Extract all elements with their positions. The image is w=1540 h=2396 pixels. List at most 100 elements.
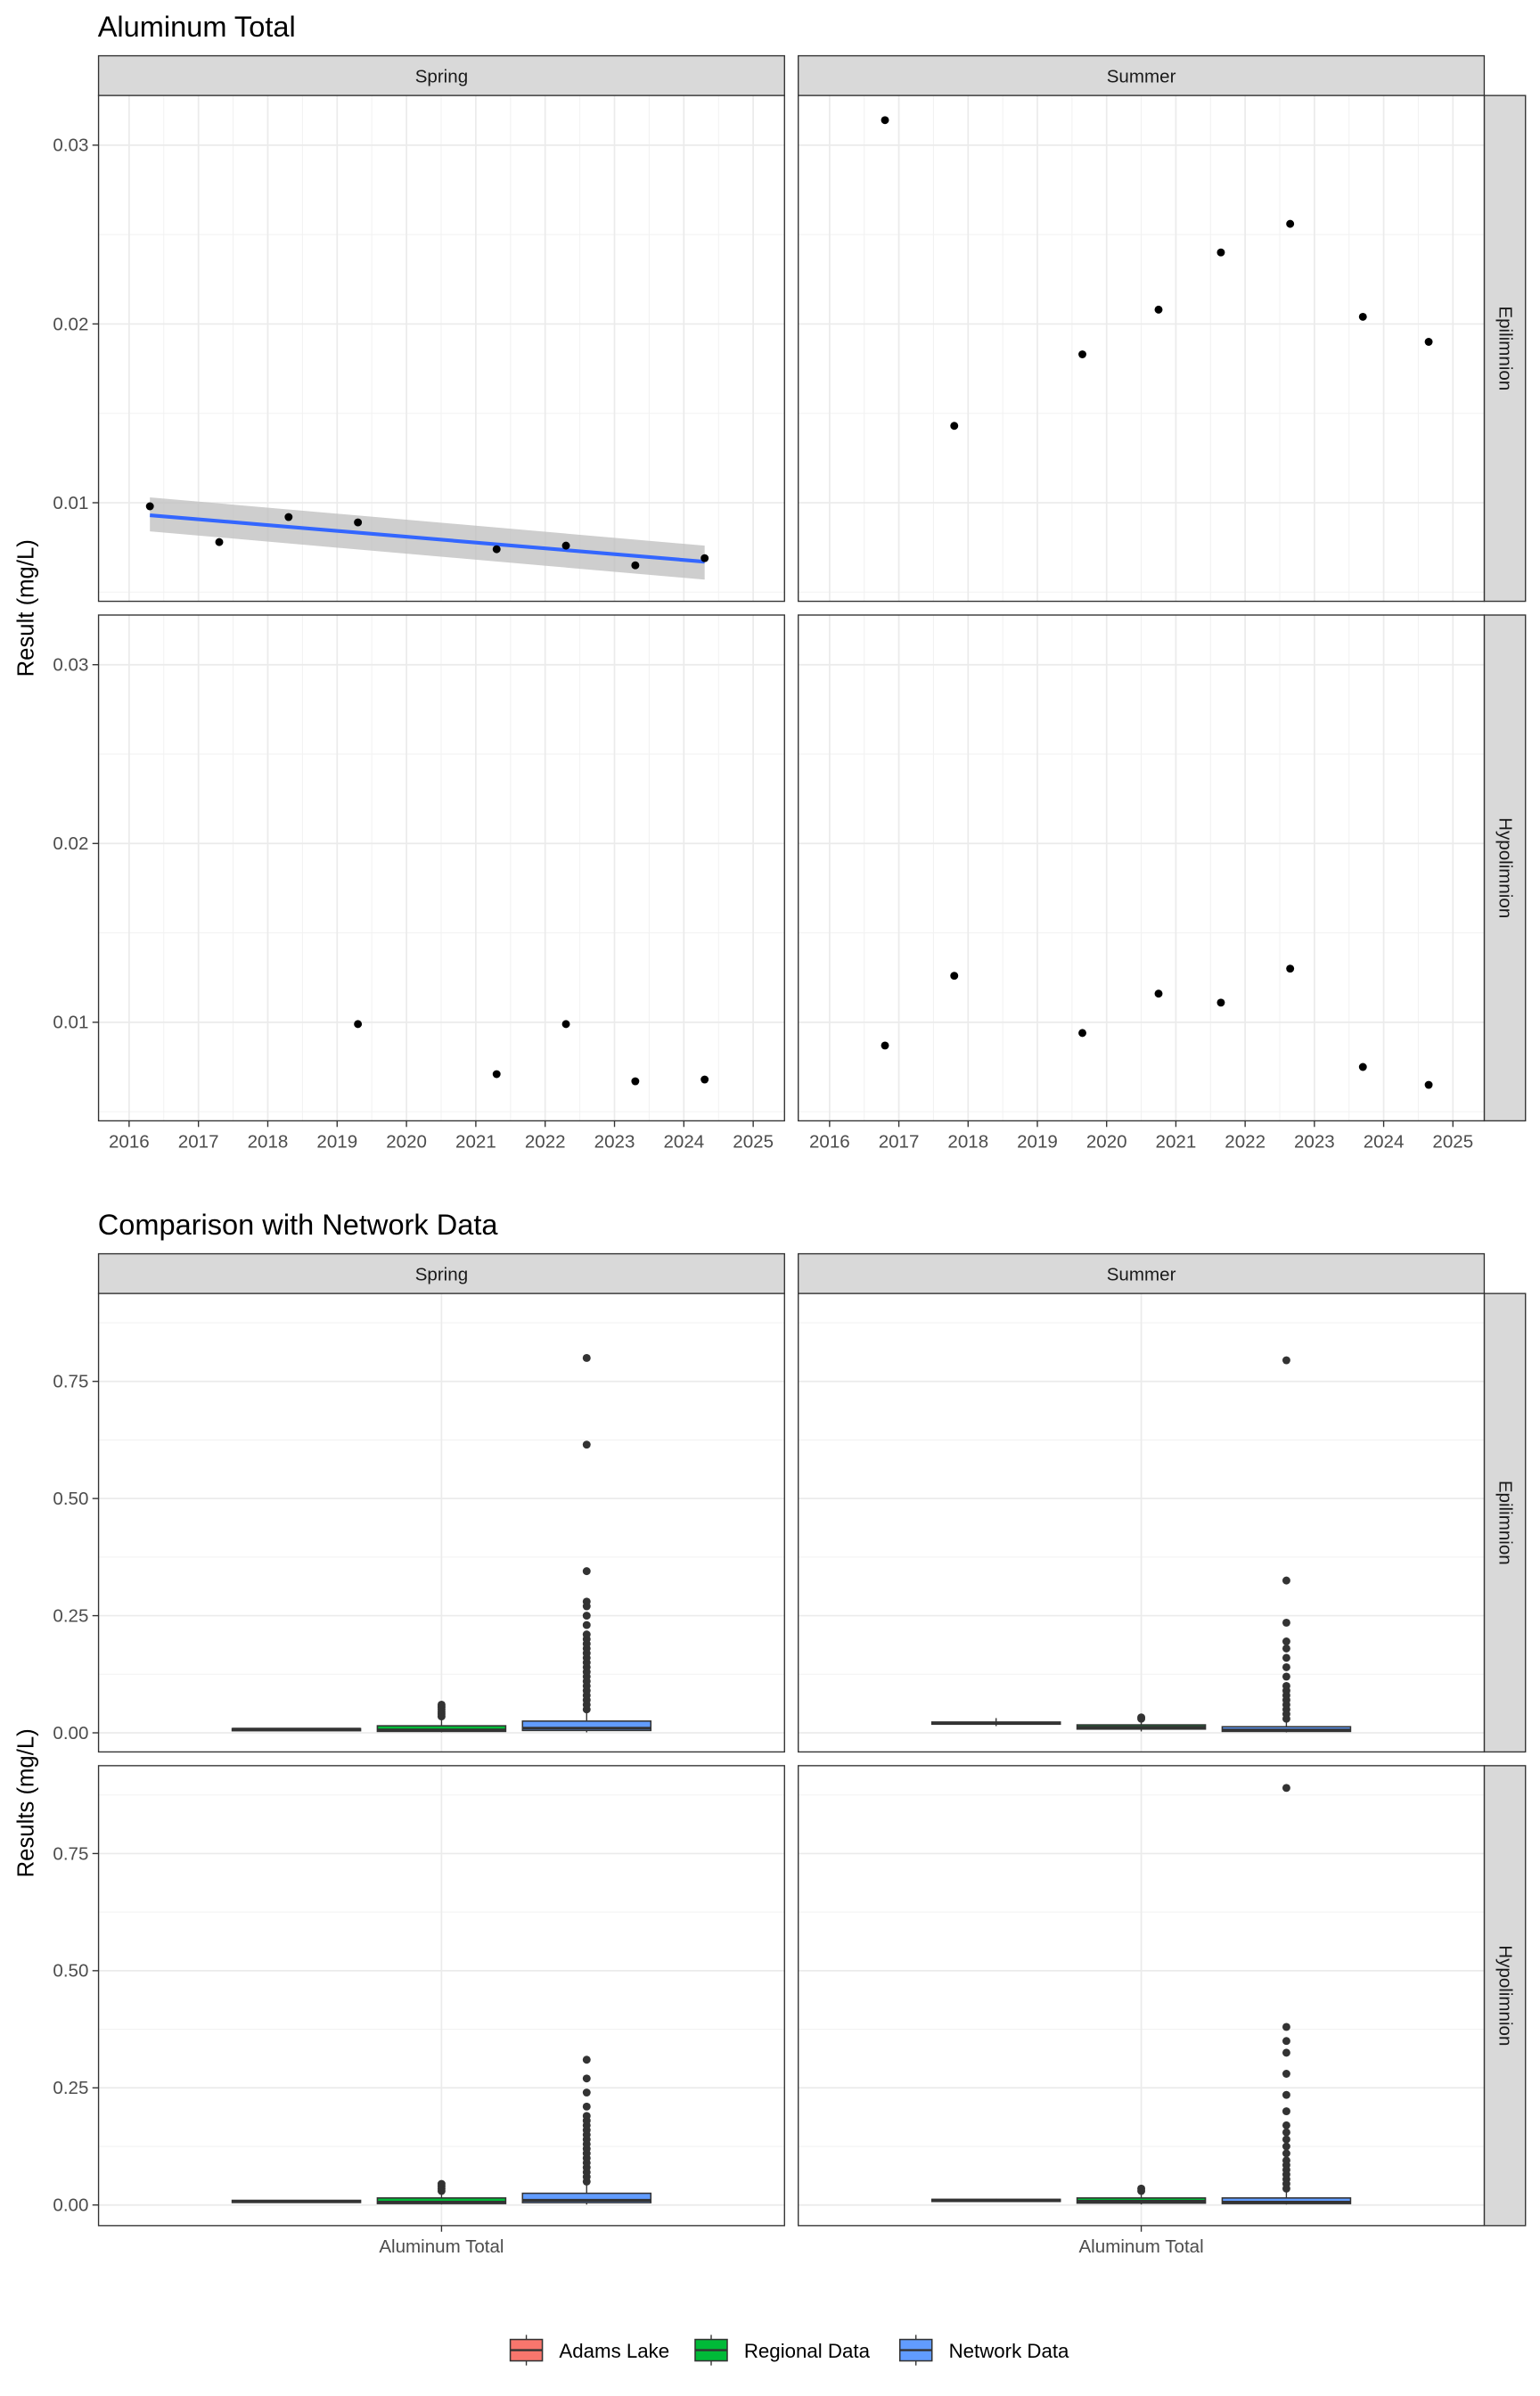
boxplot-panel-summer-hypolimnion bbox=[798, 1765, 1486, 2227]
boxplot-row-strip-label-hypolimnion: Hypolimnion bbox=[1495, 1945, 1515, 2046]
data-point bbox=[492, 1070, 501, 1079]
outlier-point bbox=[1282, 1619, 1290, 1627]
boxplot-strip-label-summer: Summer bbox=[1107, 1265, 1176, 1285]
y-tick-label: 0.02 bbox=[53, 833, 88, 854]
trend-line bbox=[150, 513, 705, 564]
data-point bbox=[1078, 1029, 1086, 1038]
outlier-point bbox=[582, 1612, 591, 1621]
legend-label: Adams Lake bbox=[559, 2340, 669, 2362]
scatter-y-axis-title: Result (mg/L) bbox=[14, 539, 39, 677]
x-tick-label: 2023 bbox=[1294, 1131, 1335, 1152]
x-tick-label: 2018 bbox=[248, 1131, 289, 1152]
box-adams-lake bbox=[930, 1718, 1061, 1727]
y-tick-label: 0.75 bbox=[53, 1372, 88, 1392]
outlier-point bbox=[582, 2112, 591, 2121]
chart-plot-layer: Spring Summer Epilimnion Hypolimnion 0.01 0.0… bbox=[53, 54, 1527, 2257]
outlier-point bbox=[1282, 1681, 1290, 1690]
scatter-panel-spring-epilimnion bbox=[97, 94, 785, 603]
box-adams-lake bbox=[231, 1727, 362, 1732]
data-point bbox=[1358, 312, 1367, 321]
data-point bbox=[1424, 1080, 1433, 1089]
outlier-point bbox=[582, 2088, 591, 2096]
outlier-point bbox=[1282, 2156, 1290, 2165]
x-tick-label: 2016 bbox=[809, 1131, 850, 1152]
x-tick-label: 2025 bbox=[1432, 1131, 1473, 1152]
outlier-point bbox=[1282, 1644, 1290, 1653]
y-tick-label: 0.03 bbox=[53, 655, 88, 676]
outlier-point bbox=[1282, 2037, 1290, 2046]
box-regional-data bbox=[1076, 2184, 1207, 2205]
data-point bbox=[881, 116, 889, 125]
scatter-strip-label-spring: Spring bbox=[415, 67, 468, 87]
box-iqr bbox=[1221, 2197, 1352, 2204]
outlier-point bbox=[1282, 2090, 1290, 2099]
box-iqr bbox=[376, 2197, 507, 2204]
boxplot-panel-spring-hypolimnion bbox=[97, 1765, 785, 2227]
outlier-point bbox=[437, 1701, 446, 1709]
data-point bbox=[1078, 350, 1086, 358]
outlier-point bbox=[1282, 1784, 1290, 1793]
outlier-point bbox=[582, 1621, 591, 1629]
boxplot-strip-summer bbox=[798, 1252, 1486, 1294]
legend-item-network-data: Network Data bbox=[898, 2334, 1069, 2366]
outlier-point bbox=[582, 2074, 591, 2083]
x-tick-label: Aluminum Total bbox=[379, 2236, 504, 2257]
data-point bbox=[1358, 1063, 1367, 1071]
legend-item-regional-data: Regional Data bbox=[694, 2334, 871, 2366]
data-point bbox=[561, 541, 570, 550]
outlier-point bbox=[437, 2179, 446, 2188]
x-tick-label: 2024 bbox=[663, 1131, 704, 1152]
box-iqr bbox=[521, 2192, 652, 2203]
legend: Adams Lake Regional Data Network Data bbox=[509, 2334, 1069, 2366]
outlier-point bbox=[1282, 2023, 1290, 2031]
panel-border bbox=[97, 614, 785, 1122]
data-point bbox=[1286, 964, 1295, 973]
data-point bbox=[284, 513, 293, 521]
x-tick-label: 2018 bbox=[947, 1131, 988, 1152]
outlier-point bbox=[582, 1630, 591, 1639]
legend-label: Network Data bbox=[949, 2340, 1069, 2362]
data-point bbox=[1216, 248, 1225, 257]
outlier-point bbox=[582, 2055, 591, 2064]
outlier-point bbox=[1282, 2121, 1290, 2129]
x-tick-label: 2017 bbox=[879, 1131, 920, 1152]
outlier-point bbox=[582, 1440, 591, 1449]
scatter-chart-title: Aluminum Total bbox=[98, 11, 296, 43]
y-tick-label: 0.02 bbox=[53, 314, 88, 334]
outlier-point bbox=[1137, 1713, 1146, 1722]
box-iqr bbox=[376, 1725, 507, 1733]
data-point bbox=[354, 1020, 363, 1029]
x-tick-label: 2021 bbox=[1156, 1131, 1197, 1152]
boxplot-strip-spring bbox=[97, 1252, 785, 1294]
x-tick-label: 2020 bbox=[1086, 1131, 1127, 1152]
data-point bbox=[1286, 219, 1295, 228]
boxplot-chart-title: Comparison with Network Data bbox=[98, 1209, 499, 1241]
data-point bbox=[492, 545, 501, 554]
scatter-strip-summer bbox=[798, 54, 1486, 96]
data-point bbox=[881, 1041, 889, 1050]
panel-border bbox=[97, 94, 785, 603]
y-tick-label: 0.00 bbox=[53, 2195, 88, 2216]
box-regional-data bbox=[1076, 1713, 1207, 1732]
x-tick-label: 2019 bbox=[1017, 1131, 1058, 1152]
x-tick-label: 2019 bbox=[316, 1131, 357, 1152]
outlier-point bbox=[582, 1567, 591, 1576]
boxplot-row-strip-epilimnion bbox=[1483, 1292, 1527, 1753]
outlier-point bbox=[1282, 1653, 1290, 1662]
outlier-point bbox=[1282, 1356, 1290, 1365]
x-tick-label: 2023 bbox=[594, 1131, 635, 1152]
outlier-point bbox=[1282, 2142, 1290, 2151]
boxplot-panel-spring-epilimnion bbox=[97, 1292, 785, 1753]
box-network-data bbox=[521, 1353, 652, 1733]
box-adams-lake bbox=[930, 2198, 1061, 2203]
outlier-point bbox=[582, 1353, 591, 1362]
data-point bbox=[950, 972, 959, 981]
outlier-point bbox=[1282, 1576, 1290, 1585]
data-point bbox=[700, 1075, 709, 1084]
x-tick-label: 2022 bbox=[1225, 1131, 1266, 1152]
box-regional-data bbox=[376, 2179, 507, 2205]
scatter-panel-spring-hypolimnion bbox=[97, 614, 785, 1122]
data-point bbox=[1154, 305, 1163, 314]
data-point bbox=[354, 518, 363, 527]
boxplot-panel-summer-epilimnion bbox=[798, 1292, 1486, 1753]
